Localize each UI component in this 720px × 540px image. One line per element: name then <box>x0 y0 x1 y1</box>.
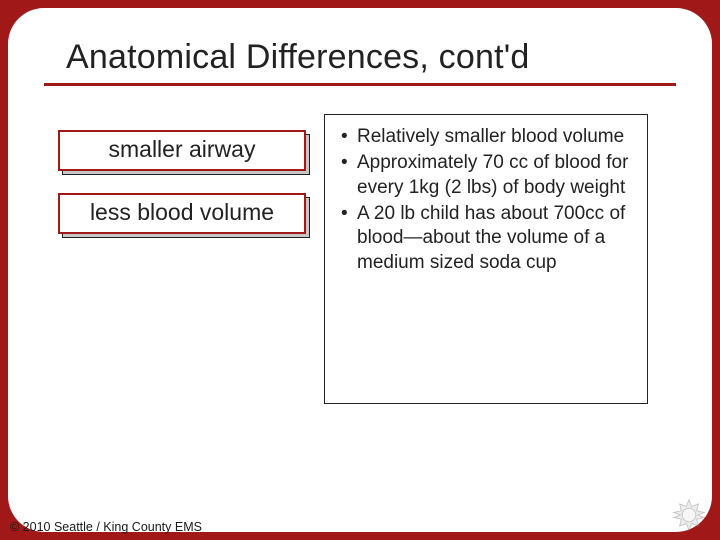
tag-label: less blood volume <box>58 193 306 234</box>
bullet-item: Relatively smaller blood volume <box>339 125 633 149</box>
bullet-box: Relatively smaller blood volume Approxim… <box>324 114 648 404</box>
bullet-item: A 20 lb child has about 700cc of blood—a… <box>339 202 633 275</box>
slide-card: Anatomical Differences, cont'd smaller a… <box>8 8 712 532</box>
tag-smaller-airway: smaller airway <box>58 130 306 171</box>
slide-title: Anatomical Differences, cont'd <box>44 38 676 77</box>
title-block: Anatomical Differences, cont'd <box>44 38 676 86</box>
content-row: smaller airway less blood volume Relativ… <box>44 114 676 404</box>
seal-icon <box>672 498 706 532</box>
bullet-list: Relatively smaller blood volume Approxim… <box>339 125 633 275</box>
copyright-text: © 2010 Seattle / King County EMS <box>10 520 202 534</box>
left-column: smaller airway less blood volume <box>58 114 306 234</box>
tag-label: smaller airway <box>58 130 306 171</box>
tag-less-blood-volume: less blood volume <box>58 193 306 234</box>
bullet-item: Approximately 70 cc of blood for every 1… <box>339 151 633 200</box>
